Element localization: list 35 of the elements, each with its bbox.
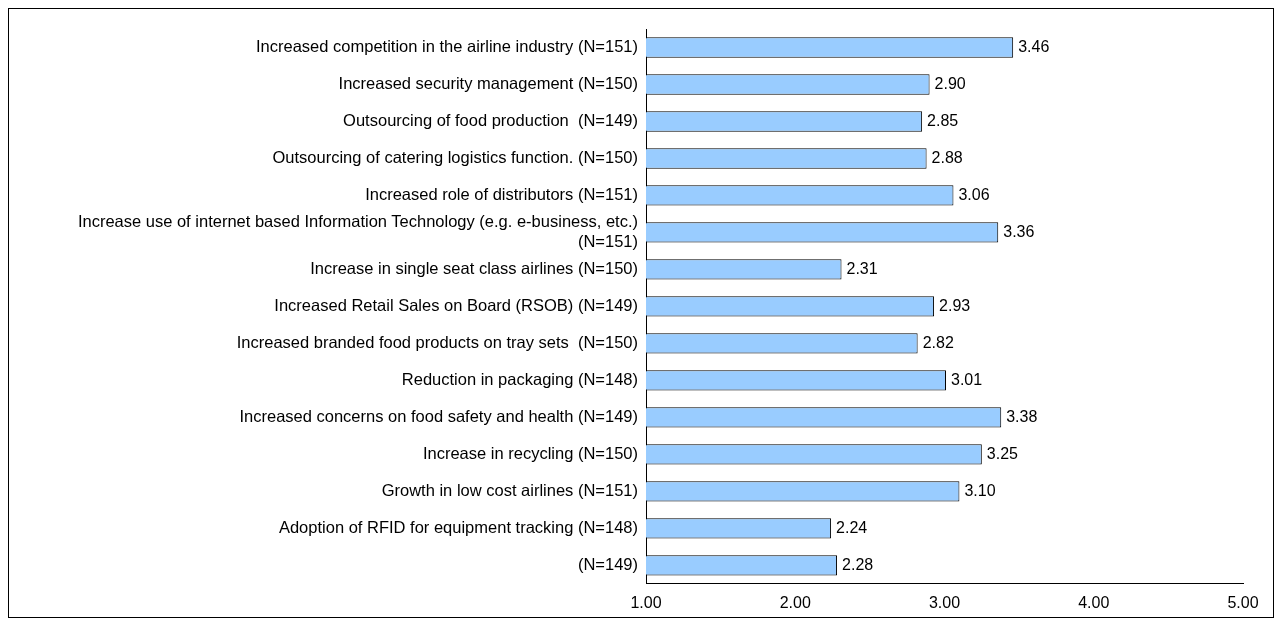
x-tick-label: 2.00 [779,593,811,611]
y-tick-label: Increase in single seat class airlines (N=150) [310,258,638,277]
y-tick-label: Increased competition in the airline industry (N=151) [256,37,638,56]
y-tick-label: Increase use of internet based Information Technology (e.g. e-business, etc.) (N=151) [77,212,638,250]
data-label: 3.36 [1003,222,1035,240]
x-tick-label: 1.00 [630,593,662,611]
y-tick-label: Increased Retail Sales on Board (RSOB) (N=149) [274,295,638,314]
data-label: 2.31 [846,259,878,277]
y-tick-label: Increased security management (N=150) [338,74,638,93]
data-label: 3.01 [950,370,983,388]
y-tick-label: Reduction in packaging (N=148) [401,369,638,388]
data-label: 2.88 [931,148,963,166]
data-label: 2.90 [934,74,966,92]
y-tick-label: Increased concerns on food safety and health (N=149) [239,406,638,425]
x-tick-label: 3.00 [928,593,961,611]
y-tick-label: (N=149) [577,554,638,573]
data-label: 2.28 [842,555,874,573]
data-label: 3.10 [964,481,996,499]
data-label: 3.46 [1018,37,1050,55]
data-label: 3.06 [958,185,990,203]
y-tick-label: Increased branded food products on tray sets (N=150) [236,332,638,351]
y-tick-label: Adoption of RFID for equipment tracking (N=148) [278,517,638,536]
y-tick-label: Increased role of distributors (N=151) [365,184,638,203]
y-tick-label: Outsourcing of catering logistics function. (N=150) [272,148,638,166]
y-tick-label: Increase in recycling (N=150) [422,443,638,462]
data-label: 2.82 [922,333,954,351]
y-tick-label: Outsourcing of food production (N=149) [343,111,638,130]
x-tick-label: 5.00 [1227,593,1259,611]
data-label: 3.25 [986,444,1019,462]
data-label: 3.38 [1006,407,1038,425]
y-tick-label: Growth in low cost airlines (N=151) [381,480,638,499]
data-label: 2.85 [927,111,959,129]
data-label: 2.24 [836,518,868,536]
x-tick-label: 4.00 [1078,593,1110,611]
data-label: 2.93 [939,296,971,314]
